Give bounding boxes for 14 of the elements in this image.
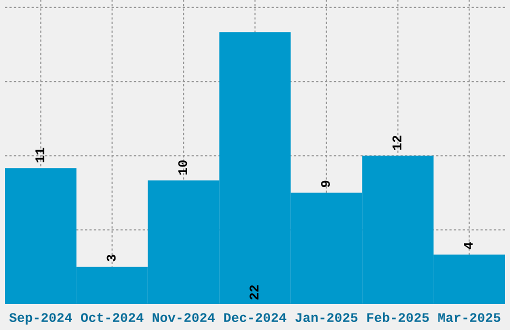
x-tick-label: Oct-2024 xyxy=(80,313,144,322)
data-label: 10 xyxy=(178,160,188,175)
data-label: 9 xyxy=(321,180,330,188)
x-tick-label: Feb-2025 xyxy=(367,312,429,322)
x-tick-label: Sep-2024 xyxy=(9,313,72,325)
x-tick-label: Dec-2024 xyxy=(224,313,286,322)
x-tick-label: Nov-2024 xyxy=(152,313,215,322)
x-tick-label: Jan-2025 xyxy=(295,313,358,322)
data-label: 11 xyxy=(35,148,44,162)
data-label: 22 xyxy=(250,285,258,300)
data-label: 12 xyxy=(392,136,402,150)
x-tick-label: Mar-2025 xyxy=(438,313,500,322)
data-label: 4 xyxy=(464,242,473,250)
data-label: 3 xyxy=(106,254,116,262)
